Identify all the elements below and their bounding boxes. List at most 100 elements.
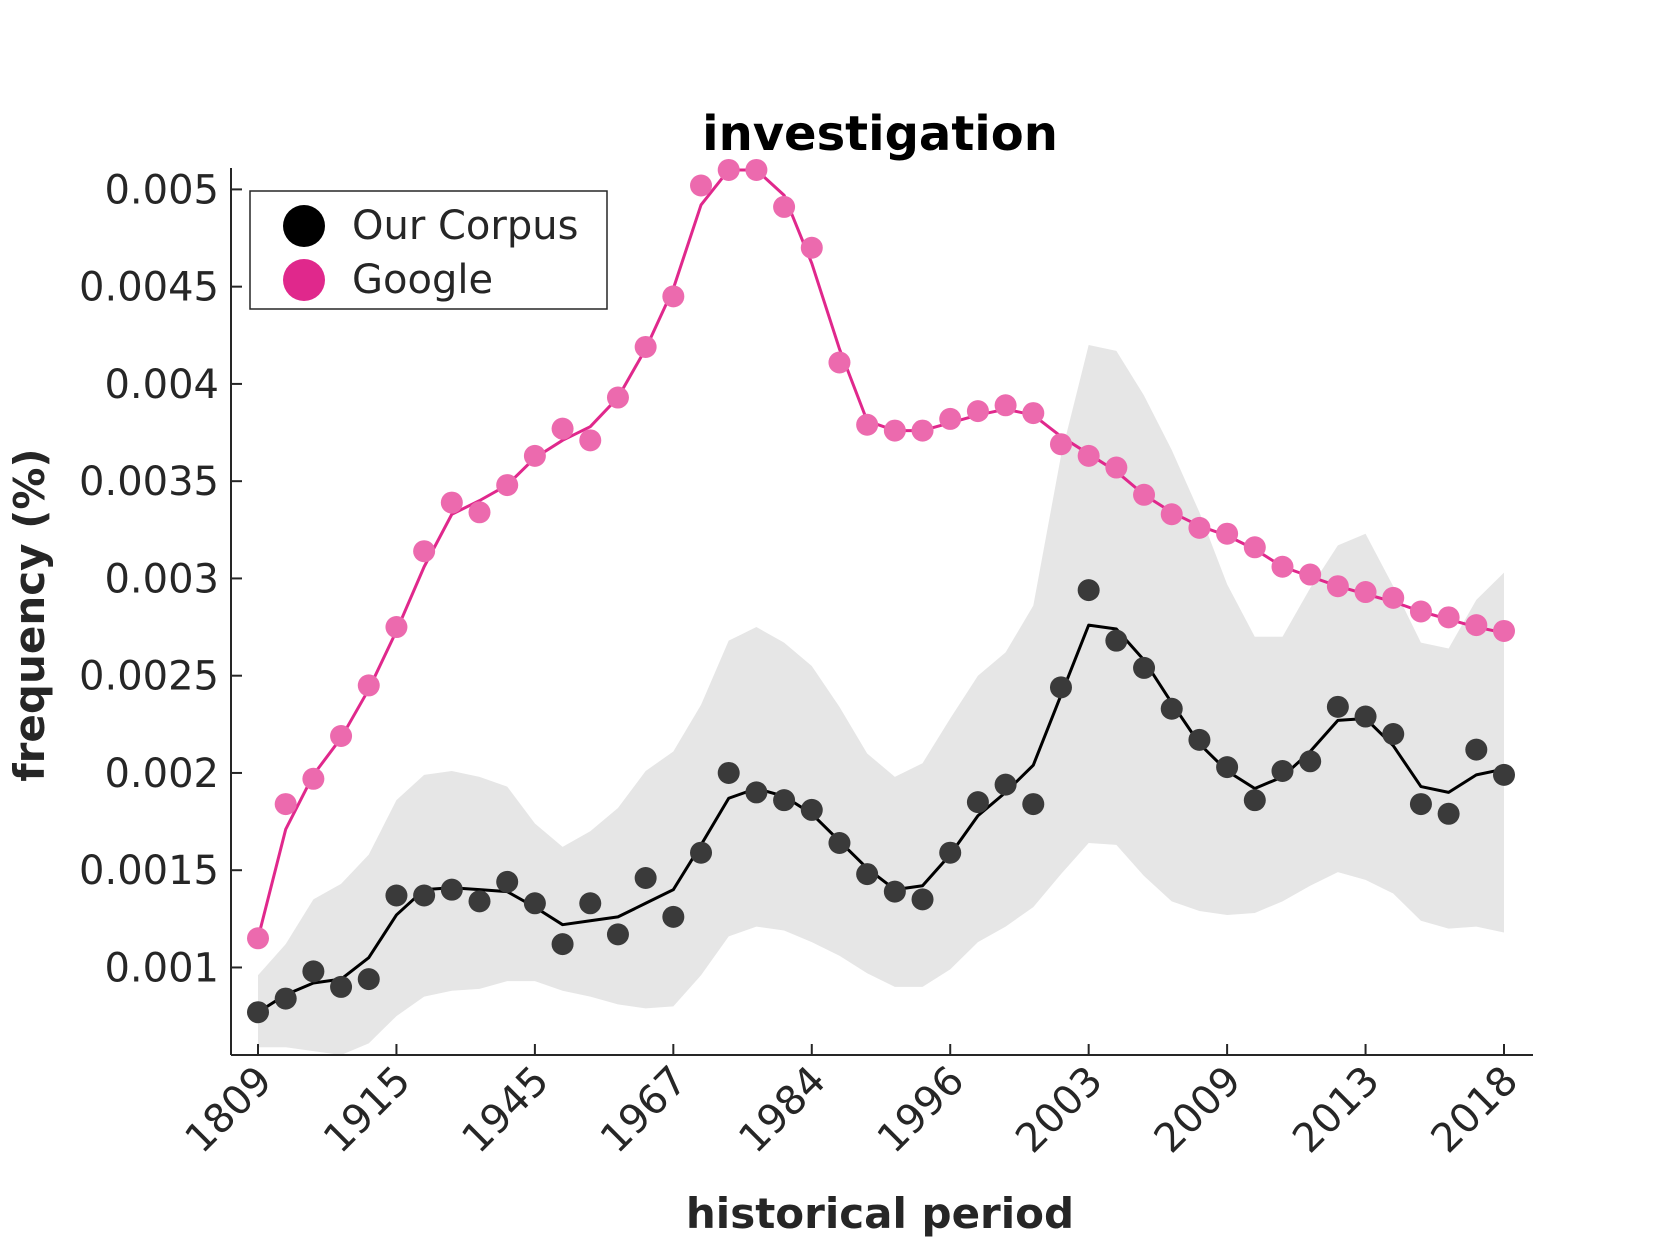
- our-corpus-point: [523, 892, 546, 915]
- google-point: [828, 351, 851, 374]
- our-corpus-point: [440, 878, 463, 901]
- google-point: [1271, 555, 1294, 578]
- our-corpus-point: [717, 761, 740, 784]
- series-line-layer: [256, 168, 1505, 1014]
- our-corpus-point: [773, 789, 796, 812]
- our-corpus-point: [994, 773, 1017, 796]
- google-point: [468, 501, 491, 524]
- google-point: [1493, 619, 1515, 642]
- google-point: [662, 285, 685, 308]
- our-corpus-point: [1077, 579, 1100, 602]
- our-corpus-point: [911, 888, 934, 911]
- y-tick-label: 0.0045: [79, 265, 219, 311]
- y-axis-ticks: 0.001 0.0015 0.002 0.0025 0.003 0.0035 0.004 0.…: [79, 167, 242, 991]
- our-corpus-point: [1382, 723, 1405, 746]
- our-corpus-point: [551, 933, 574, 956]
- our-corpus-point: [966, 791, 989, 814]
- google-point: [274, 793, 297, 816]
- our-corpus-point: [1409, 793, 1432, 816]
- y-tick-label: 0.0015: [79, 848, 219, 894]
- our-corpus-point: [247, 1001, 269, 1024]
- our-corpus-point: [1105, 629, 1128, 652]
- our-corpus-point: [856, 863, 879, 886]
- x-axis-ticks: 1809 1915 1945 1967 1984 1996 2003 2009 2013 2018: [177, 1044, 1528, 1163]
- our-corpus-point: [579, 892, 602, 915]
- our-corpus-point: [1465, 738, 1488, 761]
- our-corpus-point: [662, 905, 685, 928]
- our-corpus-confidence-band: [258, 345, 1504, 1055]
- google-point: [1382, 586, 1405, 609]
- our-corpus-point: [883, 880, 906, 903]
- google-point: [800, 236, 823, 259]
- axes: [230, 168, 1533, 1056]
- legend-marker-our-corpus: [283, 205, 325, 247]
- google-point: [1409, 600, 1432, 623]
- our-corpus-point: [1160, 697, 1183, 720]
- google-point: [1326, 575, 1349, 598]
- google-point: [883, 419, 906, 442]
- x-tick-label: 1945: [453, 1058, 558, 1163]
- x-tick-label: 1967: [592, 1058, 697, 1163]
- our-corpus-point: [413, 884, 436, 907]
- google-point: [302, 767, 325, 790]
- google-point: [413, 540, 436, 563]
- our-corpus-point: [357, 968, 380, 991]
- our-corpus-point: [939, 841, 962, 864]
- google-point: [1188, 516, 1211, 539]
- our-corpus-point: [1437, 802, 1460, 825]
- google-point: [939, 407, 962, 430]
- x-tick-label: 2013: [1284, 1058, 1389, 1163]
- google-point: [1299, 563, 1322, 586]
- x-axis-label: historical period: [686, 1189, 1074, 1238]
- our-corpus-line: [257, 623, 1505, 1014]
- google-point: [496, 474, 519, 497]
- google-point: [994, 394, 1017, 417]
- our-corpus-point: [496, 870, 519, 893]
- y-tick-label: 0.0035: [79, 459, 219, 505]
- google-point: [1465, 614, 1488, 637]
- x-tick-label: 1809: [177, 1058, 282, 1163]
- legend: Our Corpus Google: [249, 190, 608, 310]
- google-point: [551, 417, 574, 440]
- google-point: [357, 674, 380, 697]
- google-point: [773, 195, 796, 218]
- google-point: [1243, 536, 1266, 559]
- legend-marker-google: [283, 259, 325, 301]
- google-point: [856, 413, 879, 436]
- y-tick-label: 0.001: [104, 945, 219, 991]
- google-point: [966, 400, 989, 423]
- y-tick-label: 0.002: [104, 751, 219, 797]
- y-tick-label: 0.005: [104, 167, 219, 213]
- our-corpus-point: [690, 841, 713, 864]
- our-corpus-point: [828, 831, 851, 854]
- x-tick-label: 2009: [1146, 1058, 1251, 1163]
- our-corpus-point: [1299, 750, 1322, 773]
- our-corpus-point: [1188, 728, 1211, 751]
- google-point: [1105, 456, 1128, 479]
- google-point: [385, 616, 408, 639]
- our-corpus-point: [606, 923, 629, 946]
- x-tick-label: 1996: [869, 1058, 974, 1163]
- x-tick-label: 2018: [1423, 1058, 1528, 1163]
- y-tick-label: 0.0025: [79, 654, 219, 700]
- x-tick-label: 1915: [315, 1058, 420, 1163]
- google-point: [745, 158, 768, 181]
- our-corpus-point: [1049, 676, 1072, 699]
- our-corpus-point: [302, 960, 325, 983]
- confidence-band-layer: [258, 345, 1504, 1055]
- google-line: [256, 168, 1505, 939]
- our-corpus-point: [1216, 756, 1239, 779]
- x-tick-label: 2003: [1007, 1058, 1112, 1163]
- y-tick-label: 0.004: [104, 362, 219, 408]
- google-point: [1437, 606, 1460, 629]
- our-corpus-point: [1493, 763, 1515, 786]
- google-point: [911, 419, 934, 442]
- google-point: [606, 386, 629, 409]
- google-point: [1216, 522, 1239, 545]
- our-corpus-point: [468, 890, 491, 913]
- google-point: [330, 724, 353, 747]
- our-corpus-point: [634, 866, 657, 889]
- our-corpus-point: [1243, 789, 1266, 812]
- chart-title: investigation: [702, 106, 1058, 162]
